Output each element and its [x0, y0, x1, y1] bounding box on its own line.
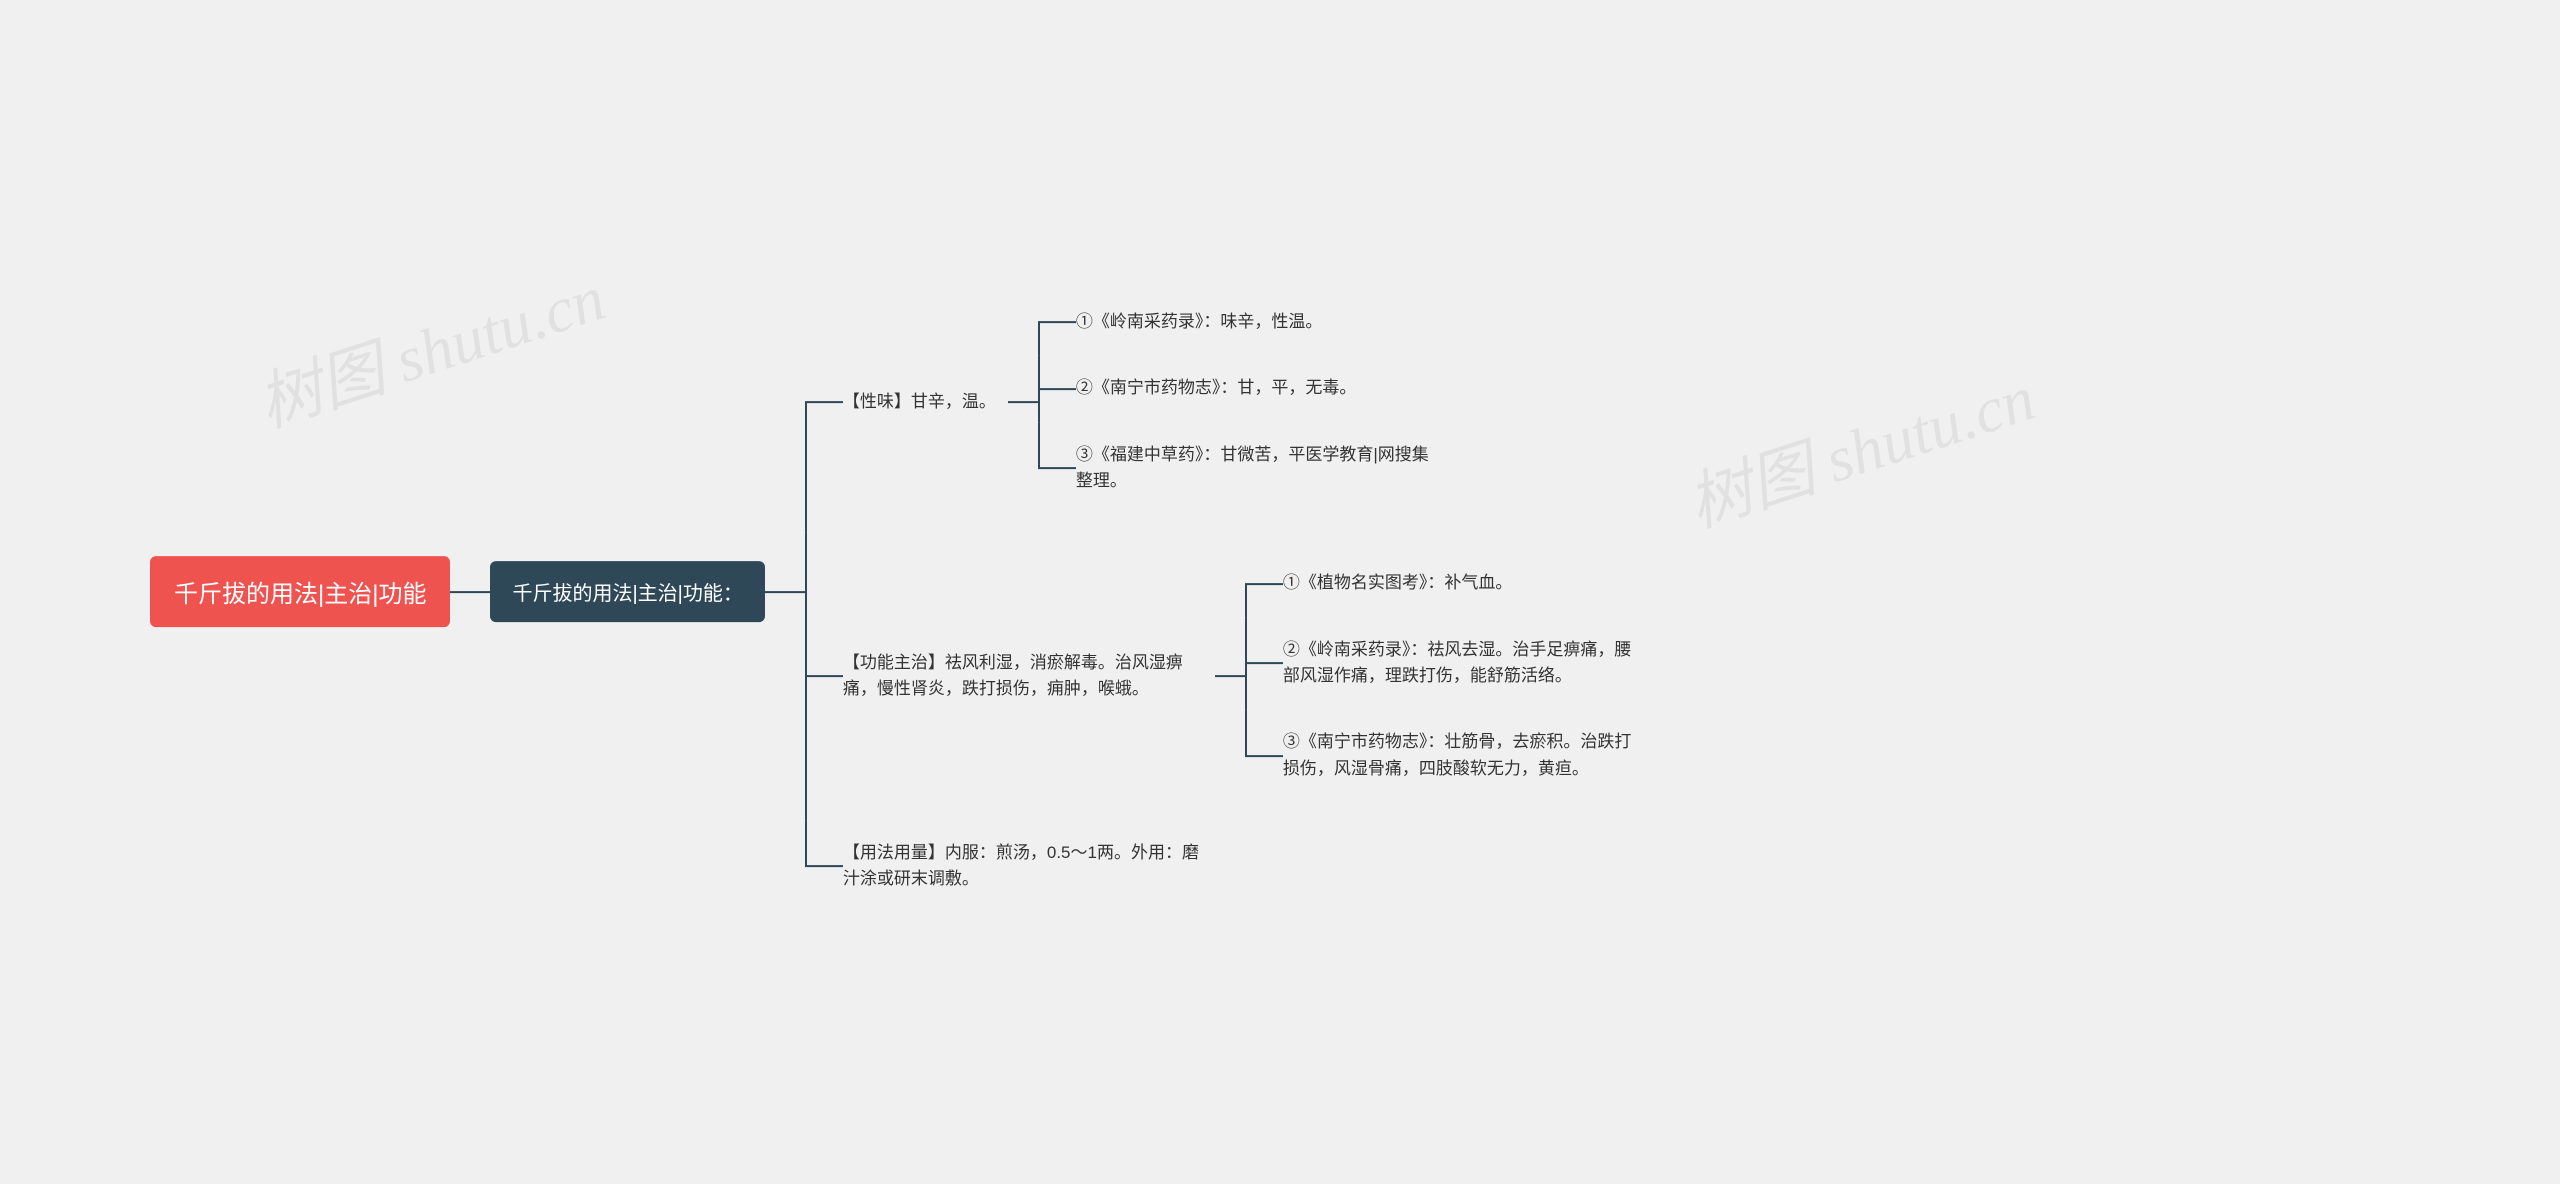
leaf-0-2-elbow [1038, 467, 1076, 469]
level2-children: 【性味】甘辛，温。 ①《岭南采药录》：味辛，性温。 ②《南宁市药物志》：甘，平，… [805, 271, 1643, 913]
branch-0-row: 【性味】甘辛，温。 ①《岭南采药录》：味辛，性温。 ②《南宁市药物志》：甘，平，… [805, 271, 1643, 532]
leaf-0-2-row: ③《福建中草药》：甘微苦，平医学教育|网搜集整理。 [1038, 422, 1436, 515]
branch-1-row: 【功能主治】祛风利湿，消瘀解毒。治风湿痹痛，慢性肾炎，跌打损伤，痈肿，喉蛾。 ①… [805, 532, 1643, 820]
leaf-0-2: ③《福建中草药》：甘微苦，平医学教育|网搜集整理。 [1076, 440, 1436, 497]
leaf-1-1-elbow [1245, 662, 1283, 664]
leaf-1-2: ③《南宁市药物志》：壮筋骨，去瘀积。治跌打损伤，风湿骨痛，四肢酸软无力，黄疸。 [1283, 728, 1643, 785]
level1-node: 千斤拔的用法|主治|功能： [490, 562, 764, 623]
leaf-0-1-elbow [1038, 388, 1076, 390]
leaf-0-1: ②《南宁市药物志》：甘，平，无毒。 [1076, 373, 1357, 403]
branch-0-label: 【性味】甘辛，温。 [843, 387, 996, 417]
branch-2-elbow [805, 866, 843, 868]
root-node: 千斤拔的用法|主治|功能 [150, 557, 450, 628]
connector-root [450, 591, 490, 593]
watermark-2: 树图 shutu.cn [1675, 347, 2045, 545]
leaf-0-1-row: ②《南宁市药物志》：甘，平，无毒。 [1038, 355, 1436, 421]
branch-2-row: 【用法用量】内服：煎汤，0.5～1两。外用：磨汁涂或研末调敷。 [805, 820, 1643, 913]
root-label: 千斤拔的用法|主治|功能 [150, 557, 450, 628]
leaf-1-0: ①《植物名实图考》：补气血。 [1283, 568, 1513, 598]
leaf-0-0-row: ①《岭南采药录》：味辛，性温。 [1038, 289, 1436, 355]
connector-branch-0 [1008, 401, 1038, 403]
mindmap-root-container: 千斤拔的用法|主治|功能 千斤拔的用法|主治|功能： 【性味】甘辛，温。 ①《岭… [150, 271, 1643, 913]
connector-branch-1 [1215, 675, 1245, 677]
leaf-1-0-row: ①《植物名实图考》：补气血。 [1245, 550, 1643, 616]
branch-1-elbow [805, 675, 843, 677]
level1-label: 千斤拔的用法|主治|功能： [490, 562, 764, 623]
branch-0-elbow [805, 401, 843, 403]
branch-0-children: ①《岭南采药录》：味辛，性温。 ②《南宁市药物志》：甘，平，无毒。 ③《福建中草… [1038, 289, 1436, 514]
connector-level1 [765, 591, 805, 593]
branch-1-children: ①《植物名实图考》：补气血。 ②《岭南采药录》：祛风去湿。治手足痹痛，腰部风湿作… [1245, 550, 1643, 802]
leaf-0-0-elbow [1038, 321, 1076, 323]
leaf-1-1-row: ②《岭南采药录》：祛风去湿。治手足痹痛，腰部风湿作痛，理跌打伤，能舒筋活络。 [1245, 617, 1643, 710]
leaf-1-1: ②《岭南采药录》：祛风去湿。治手足痹痛，腰部风湿作痛，理跌打伤，能舒筋活络。 [1283, 635, 1643, 692]
branch-2-label: 【用法用量】内服：煎汤，0.5～1两。外用：磨汁涂或研末调敷。 [843, 838, 1203, 895]
branch-1-label: 【功能主治】祛风利湿，消瘀解毒。治风湿痹痛，慢性肾炎，跌打损伤，痈肿，喉蛾。 [843, 648, 1203, 705]
leaf-1-0-elbow [1245, 583, 1283, 585]
leaf-1-2-elbow [1245, 755, 1283, 757]
leaf-1-2-row: ③《南宁市药物志》：壮筋骨，去瘀积。治跌打损伤，风湿骨痛，四肢酸软无力，黄疸。 [1245, 710, 1643, 803]
leaf-0-0: ①《岭南采药录》：味辛，性温。 [1076, 307, 1323, 337]
